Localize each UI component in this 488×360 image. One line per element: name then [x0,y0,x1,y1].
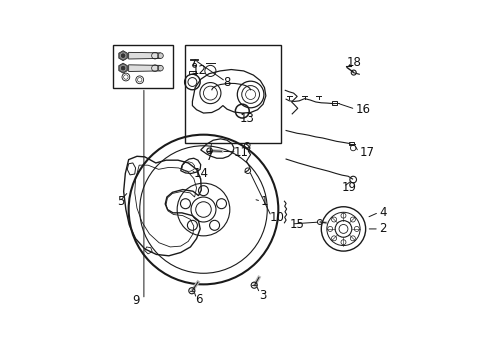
Text: 16: 16 [355,103,370,116]
Text: 15: 15 [289,218,304,231]
Text: 6: 6 [195,293,202,306]
Bar [185,45,281,143]
Text: 1: 1 [260,195,267,208]
Text: 18: 18 [346,56,360,69]
Text: 14: 14 [193,167,208,180]
Text: 5: 5 [117,195,124,208]
Polygon shape [128,52,160,59]
Text: 17: 17 [359,146,373,159]
Circle shape [120,66,125,71]
Text: 4: 4 [379,206,386,219]
Text: 8: 8 [223,76,230,89]
Text: 10: 10 [269,211,285,224]
Polygon shape [128,65,160,72]
Text: 13: 13 [239,112,254,125]
Circle shape [158,66,163,71]
Text: 3: 3 [259,289,266,302]
Circle shape [158,53,163,58]
Text: 12: 12 [191,64,206,77]
Text: 11: 11 [233,146,248,159]
Circle shape [120,53,125,58]
Text: 19: 19 [342,181,356,194]
Text: 9: 9 [132,294,139,307]
Polygon shape [119,51,127,61]
Polygon shape [119,63,127,73]
Text: 7: 7 [206,150,213,163]
Text: 2: 2 [379,222,386,235]
Bar [113,45,173,87]
